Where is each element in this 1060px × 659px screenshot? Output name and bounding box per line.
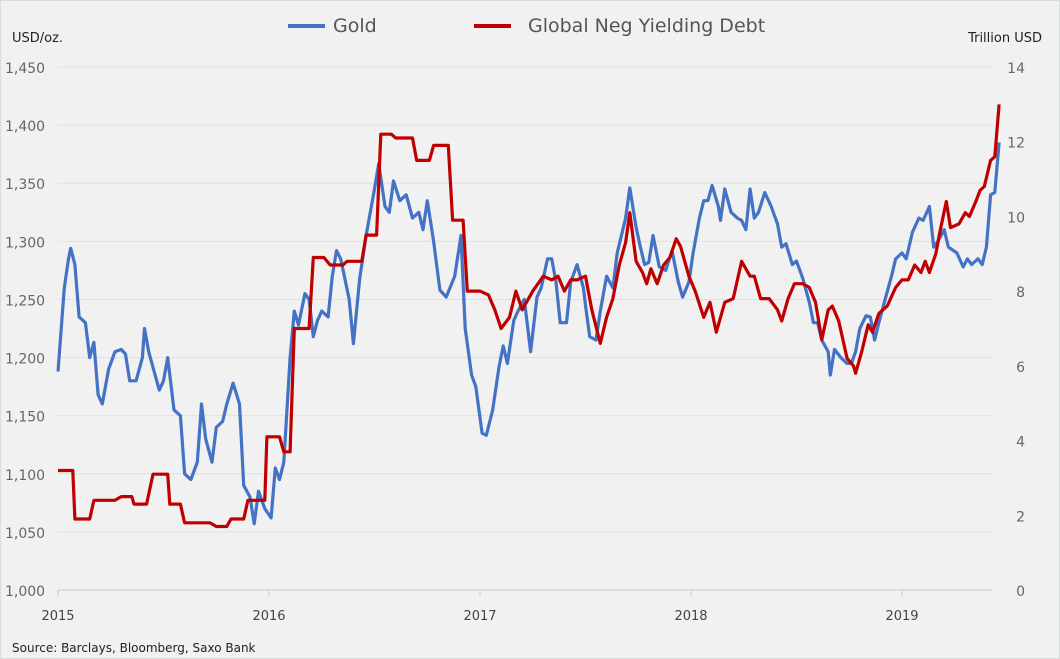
right-tick-label: 6 [1016,360,1025,376]
left-axis-ticks: 1,000 1,050 1,100 1,150 1,200 1,250 1,300 1,350… [5,61,45,600]
left-tick-label: 1,150 [5,410,45,426]
right-tick-label: 10 [1007,210,1025,226]
gold-series-line [56,142,1001,526]
right-tick-label: 12 [1007,136,1025,152]
left-tick-label: 1,400 [5,119,45,135]
left-tick-label: 1,100 [5,468,45,484]
left-tick-label: 1,250 [5,293,45,309]
right-axis-ticks: 0 2 4 6 8 10 12 14 [1007,61,1025,600]
left-tick-label: 1,450 [5,61,45,77]
right-tick-label: 4 [1016,435,1025,451]
debt-series-line [58,104,1001,529]
left-tick-label: 1,300 [5,235,45,251]
right-tick-label: 8 [1016,285,1025,301]
right-axis-label: Trillion USD [967,31,1042,46]
x-tick-label: 2016 [252,609,285,624]
legend: Gold Global Neg Yielding Debt [288,15,765,37]
x-axis-ticks: 2015 2016 2017 2018 2019 [41,590,919,624]
right-tick-label: 14 [1007,61,1025,77]
left-tick-label: 1,050 [5,526,45,542]
x-tick-label: 2018 [674,609,707,624]
x-tick-label: 2019 [885,609,918,624]
legend-label-gold: Gold [333,15,377,37]
x-tick-label: 2015 [41,609,74,624]
gridlines [58,66,992,591]
source-note: Source: Barclays, Bloomberg, Saxo Bank [12,641,256,655]
series-lines [56,104,1001,529]
left-tick-label: 1,350 [5,177,45,193]
right-tick-label: 2 [1016,509,1025,525]
right-tick-label: 0 [1016,584,1025,600]
left-tick-label: 1,000 [5,584,45,600]
legend-label-debt: Global Neg Yielding Debt [528,15,765,37]
left-axis-label: USD/oz. [12,31,63,46]
x-tick-label: 2017 [463,609,496,624]
left-tick-label: 1,200 [5,352,45,368]
